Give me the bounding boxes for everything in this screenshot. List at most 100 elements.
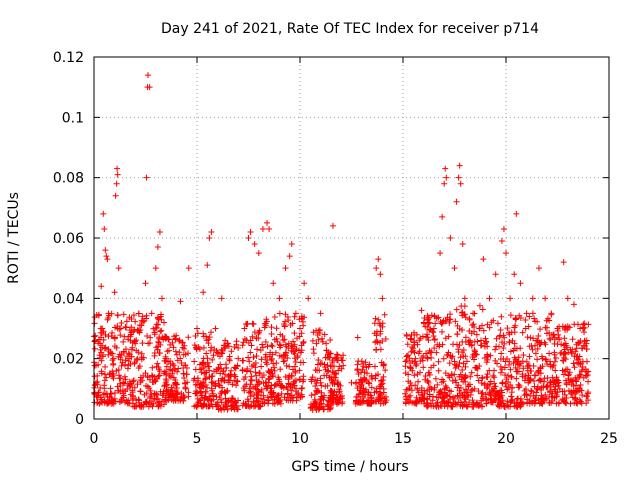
data-point bbox=[547, 336, 554, 343]
data-point bbox=[556, 385, 563, 392]
data-point bbox=[332, 370, 339, 377]
data-point bbox=[411, 372, 418, 379]
data-point bbox=[174, 368, 181, 375]
data-point bbox=[435, 358, 442, 365]
data-point bbox=[463, 358, 470, 365]
x-tick-label: 15 bbox=[394, 431, 412, 447]
data-point bbox=[486, 381, 493, 388]
data-point bbox=[140, 318, 147, 325]
data-point bbox=[229, 396, 236, 403]
data-point bbox=[281, 323, 288, 330]
data-point bbox=[566, 369, 573, 376]
data-point bbox=[164, 390, 171, 397]
data-point bbox=[98, 349, 105, 356]
data-point bbox=[526, 362, 533, 369]
data-point bbox=[424, 331, 431, 338]
data-point bbox=[298, 330, 305, 337]
data-point bbox=[319, 394, 326, 401]
data-point bbox=[413, 394, 420, 401]
data-point bbox=[300, 338, 307, 345]
data-point bbox=[475, 377, 482, 384]
data-point bbox=[433, 394, 440, 401]
data-point bbox=[124, 382, 131, 389]
data-point bbox=[361, 369, 368, 376]
data-point bbox=[120, 311, 127, 318]
data-point bbox=[106, 371, 113, 378]
data-point bbox=[214, 403, 221, 410]
data-point bbox=[103, 374, 110, 381]
data-point bbox=[285, 340, 292, 347]
data-point bbox=[467, 373, 474, 380]
data-points bbox=[91, 72, 592, 413]
data-point bbox=[437, 402, 444, 409]
data-point bbox=[170, 362, 177, 369]
data-point bbox=[277, 342, 284, 349]
data-point bbox=[373, 346, 380, 353]
data-point bbox=[508, 389, 515, 396]
data-point bbox=[104, 256, 111, 263]
data-point bbox=[170, 344, 177, 351]
data-point bbox=[292, 310, 299, 317]
data-point bbox=[130, 312, 137, 319]
data-point bbox=[452, 364, 459, 371]
data-point bbox=[517, 395, 524, 402]
data-point bbox=[248, 373, 255, 380]
data-point bbox=[172, 335, 179, 342]
data-point bbox=[469, 386, 476, 393]
data-point bbox=[133, 347, 140, 354]
data-point bbox=[550, 381, 557, 388]
x-tick-label: 10 bbox=[291, 431, 309, 447]
data-point bbox=[431, 336, 438, 343]
data-point bbox=[112, 324, 119, 331]
data-point bbox=[285, 317, 292, 324]
data-point bbox=[432, 320, 439, 327]
data-point bbox=[554, 341, 561, 348]
data-point bbox=[329, 388, 336, 395]
data-point bbox=[563, 395, 570, 402]
data-point bbox=[441, 386, 448, 393]
data-point bbox=[513, 210, 520, 217]
data-point bbox=[281, 357, 288, 364]
data-point bbox=[318, 360, 325, 367]
data-point bbox=[285, 397, 292, 404]
data-point bbox=[115, 265, 122, 272]
data-point bbox=[478, 379, 485, 386]
data-point bbox=[305, 295, 312, 302]
data-point bbox=[569, 378, 576, 385]
data-point bbox=[263, 383, 270, 390]
data-point bbox=[200, 355, 207, 362]
data-point bbox=[264, 343, 271, 350]
data-point bbox=[124, 386, 131, 393]
data-point bbox=[132, 318, 139, 325]
data-point bbox=[321, 361, 328, 368]
data-point bbox=[543, 360, 550, 367]
data-point bbox=[431, 345, 438, 352]
data-point bbox=[577, 325, 584, 332]
data-point bbox=[498, 392, 505, 399]
data-point bbox=[382, 393, 389, 400]
data-point bbox=[454, 384, 461, 391]
data-point bbox=[431, 313, 438, 320]
data-point bbox=[300, 373, 307, 380]
data-point bbox=[225, 372, 232, 379]
data-point bbox=[117, 325, 124, 332]
data-point bbox=[555, 377, 562, 384]
data-point bbox=[512, 364, 519, 371]
data-point bbox=[245, 235, 252, 241]
data-point bbox=[455, 363, 462, 370]
data-point bbox=[413, 400, 420, 407]
data-point bbox=[494, 320, 501, 327]
data-point bbox=[422, 323, 429, 330]
data-point bbox=[446, 360, 453, 367]
data-point bbox=[432, 375, 439, 382]
data-point bbox=[480, 327, 487, 334]
data-point bbox=[371, 330, 378, 337]
data-point bbox=[319, 338, 326, 345]
data-point bbox=[332, 374, 339, 381]
data-point bbox=[208, 379, 215, 386]
data-point bbox=[507, 312, 514, 319]
data-point bbox=[445, 333, 452, 340]
data-point bbox=[209, 379, 216, 386]
data-point bbox=[526, 313, 533, 320]
data-point bbox=[582, 372, 589, 379]
